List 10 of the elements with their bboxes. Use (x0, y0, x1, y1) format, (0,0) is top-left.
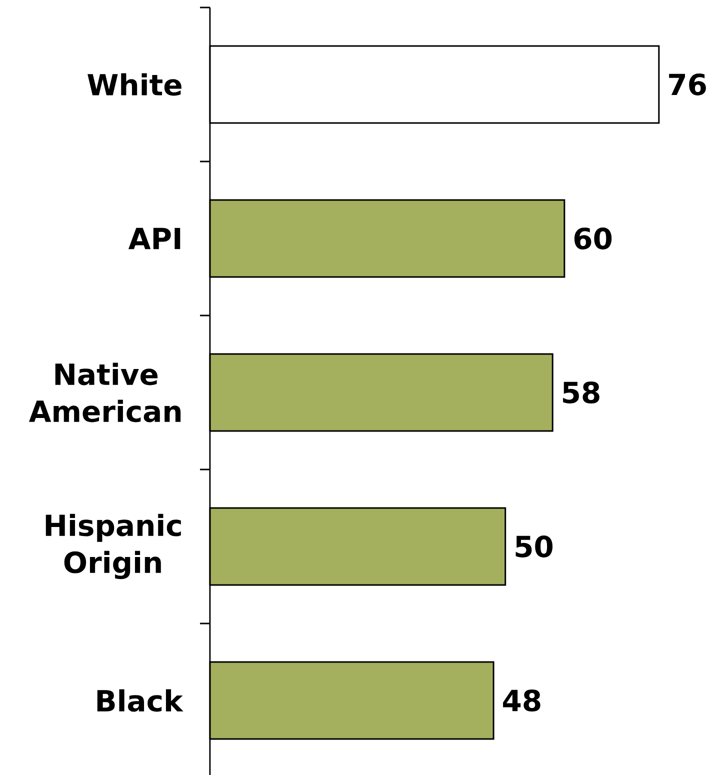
y-tick-label: Hispanic Origin (46, 514, 181, 580)
data-label: 60 (574, 228, 612, 250)
data-label: 76 (669, 74, 706, 96)
data-label: 50 (516, 536, 553, 558)
data-label: 48 (503, 690, 540, 712)
y-tick-label: API (128, 228, 180, 250)
y-tick-label: Black (97, 689, 184, 712)
y-tick-label: Native American (28, 362, 181, 422)
data-label: 58 (563, 382, 600, 404)
y-tick-label: White (88, 73, 182, 96)
